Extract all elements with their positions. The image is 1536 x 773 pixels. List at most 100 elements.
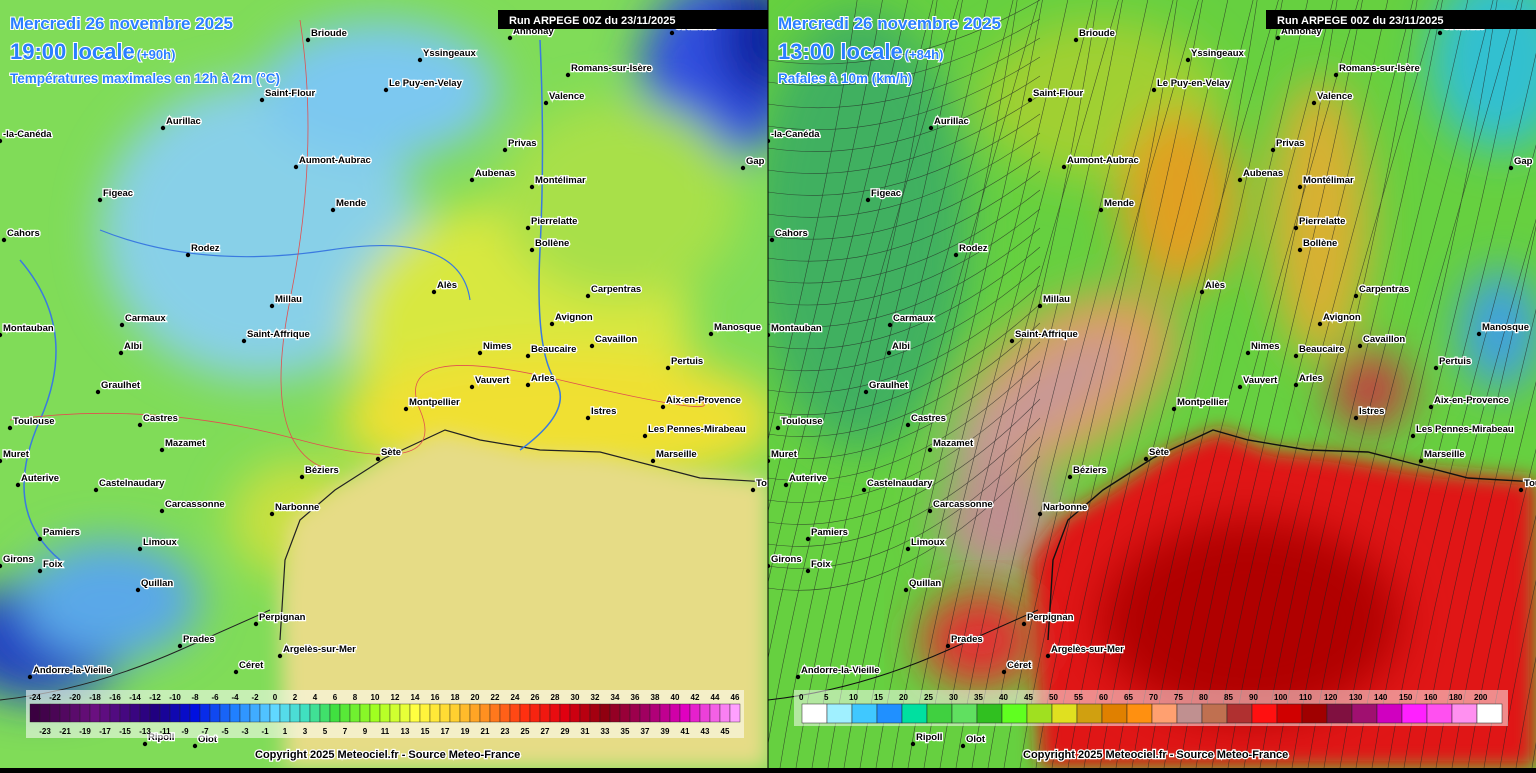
legend-cell: [499, 703, 511, 723]
legend-label: 50: [1049, 693, 1058, 702]
city-dot: [469, 177, 475, 183]
city-dot: [1037, 511, 1043, 517]
legend-label: 20: [899, 693, 908, 702]
city-name: Aix-en-Provence: [666, 395, 741, 406]
legend-label: 40: [671, 693, 680, 702]
city-name: Olot: [966, 734, 986, 745]
city-dot: [330, 207, 336, 213]
city-name: Valence: [1317, 91, 1352, 102]
city-name: Gap: [746, 156, 765, 167]
city-dot: [1476, 331, 1482, 337]
city-dot: [159, 447, 165, 453]
legend-cell: [319, 703, 331, 723]
city-name: Arles: [1299, 373, 1323, 384]
field-title: Températures maximales en 12h à 2m (°C): [10, 71, 280, 86]
legend-label: 3: [303, 727, 308, 736]
city-name: Nimes: [1251, 341, 1280, 352]
city-dot: [795, 674, 801, 680]
legend-cell: [509, 703, 521, 723]
legend-label: -2: [251, 693, 259, 702]
city-name: Foix: [811, 559, 831, 570]
legend-cell: [1051, 703, 1078, 724]
legend-label: -14: [129, 693, 141, 702]
city-dot: [177, 643, 183, 649]
city-name: Pamiers: [43, 527, 80, 538]
city-name: Argelès-sur-Mer: [283, 644, 356, 655]
legend-label: 4: [313, 693, 318, 702]
legend-cell: [339, 703, 351, 723]
city-dot: [1297, 247, 1303, 253]
legend-cell: [539, 703, 551, 723]
city-dot: [927, 508, 933, 514]
city-name: Aurillac: [166, 116, 201, 127]
legend-cell: [79, 703, 91, 723]
city-name: Alès: [1205, 280, 1225, 291]
legend-cell: [1026, 703, 1053, 724]
city-name: Montauban: [3, 323, 54, 334]
city-name: Albi: [892, 341, 910, 352]
city-name: Perpignan: [1027, 612, 1074, 623]
legend-label: 19: [461, 727, 470, 736]
city-name: Mazamet: [165, 438, 206, 449]
legend-label: 90: [1249, 693, 1258, 702]
legend-label: 17: [441, 727, 450, 736]
city-name: Yssingeaux: [423, 48, 477, 59]
city-name: Girons: [771, 554, 802, 565]
legend-label: 45: [721, 727, 730, 736]
legend-cell: [1276, 703, 1303, 724]
field-title: Rafales à 10m (km/h): [778, 71, 912, 86]
city-dot: [1037, 303, 1043, 309]
city-name: Rodez: [959, 243, 988, 254]
city-dot: [886, 350, 892, 356]
city-dot: [927, 447, 933, 453]
city-dot: [142, 741, 148, 747]
legend-cell: [169, 703, 181, 723]
legend-label: 6: [333, 693, 338, 702]
city-name: Pertuis: [671, 356, 703, 367]
city-name: Rodez: [191, 243, 220, 254]
city-dot: [1437, 30, 1443, 36]
legend-cell: [1251, 703, 1278, 724]
city-dot: [1433, 365, 1439, 371]
legend-label: -7: [201, 727, 209, 736]
city-name: Marseille: [1424, 449, 1465, 460]
legend-cell: [159, 703, 171, 723]
city-dot: [469, 384, 475, 390]
city-dot: [417, 57, 423, 63]
legend-label: 35: [974, 693, 983, 702]
city-dot: [1508, 165, 1514, 171]
legend-label: 5: [824, 693, 829, 702]
city-name: Carcassonne: [165, 499, 225, 510]
city-dot: [861, 487, 867, 493]
legend-cell: [189, 703, 201, 723]
city-dot: [953, 252, 959, 258]
city-name: Romans-sur-Isère: [1339, 63, 1420, 74]
legend-cell: [679, 703, 691, 723]
city-name: Montélimar: [1303, 175, 1354, 186]
city-name: -la-Canéda: [771, 129, 820, 140]
copyright: Copyright 2025 Meteociel.fr - Source Met…: [255, 749, 520, 761]
city-dot: [910, 741, 916, 747]
legend-label: -16: [109, 693, 121, 702]
city-name: Figeac: [871, 188, 901, 199]
legend-label: 25: [924, 693, 933, 702]
legend-label: 16: [431, 693, 440, 702]
city-dot: [37, 536, 43, 542]
legend-label: 29: [561, 727, 570, 736]
legend-cell: [179, 703, 191, 723]
legend-label: 110: [1299, 693, 1312, 702]
legend-label: -8: [191, 693, 199, 702]
city-dot: [903, 587, 909, 593]
city-name: Saint-Flour: [1033, 88, 1083, 99]
lead-time: (+84h): [905, 47, 944, 62]
city-name: Cahors: [775, 228, 808, 239]
city-name: Toulouse: [13, 416, 55, 427]
city-name: Auterive: [21, 473, 59, 484]
city-name: Aumont-Aubrac: [299, 155, 371, 166]
legend-cell: [349, 703, 361, 723]
legend-label: 15: [874, 693, 883, 702]
city-dot: [585, 293, 591, 299]
city-dot: [1027, 97, 1033, 103]
city-dot: [1357, 343, 1363, 349]
legend-label: 21: [481, 727, 490, 736]
